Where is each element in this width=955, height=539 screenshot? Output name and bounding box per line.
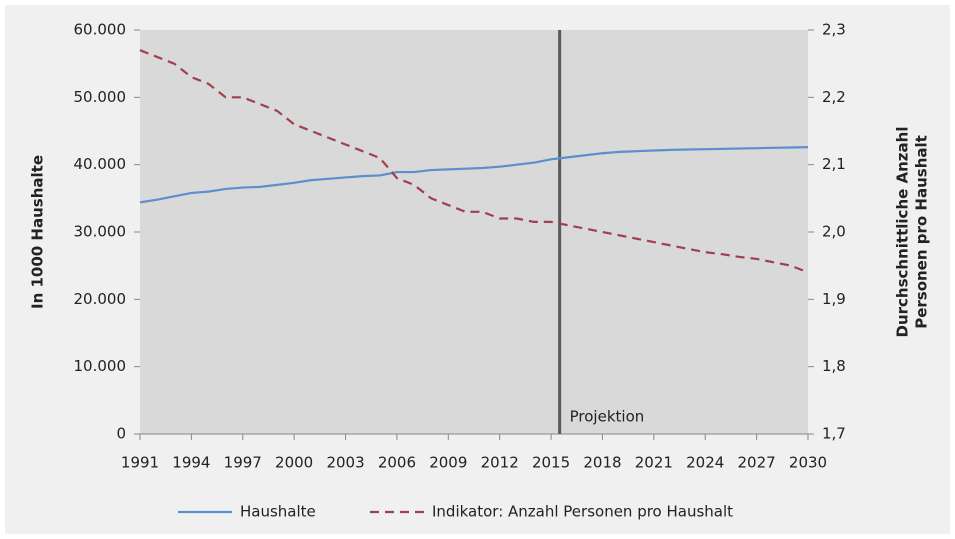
x-tick-label: 2024 bbox=[686, 454, 724, 472]
y2-axis-label: Personen pro Haushalt bbox=[913, 135, 931, 329]
x-tick-label: 2021 bbox=[635, 454, 673, 472]
y-tick-label: 60.000 bbox=[74, 21, 127, 39]
x-tick-label: 2027 bbox=[738, 454, 776, 472]
x-tick-label: 2006 bbox=[378, 454, 416, 472]
y2-tick-label: 2,0 bbox=[822, 223, 846, 241]
series-line bbox=[139, 146, 809, 204]
y2-axis-label: Durchschnittliche Anzahl bbox=[894, 127, 912, 338]
x-tick-label: 2015 bbox=[532, 454, 570, 472]
y2-tick-label: 1,7 bbox=[822, 425, 846, 443]
y-axis-label: In 1000 Haushalte bbox=[29, 155, 47, 309]
y2-tick-label: 2,2 bbox=[822, 88, 846, 106]
plot-area bbox=[140, 30, 808, 434]
x-tick-label: 2018 bbox=[583, 454, 621, 472]
y2-tick-label: 2,1 bbox=[822, 155, 846, 173]
x-tick-label: 2012 bbox=[481, 454, 519, 472]
y-tick-label: 50.000 bbox=[74, 88, 127, 106]
y2-tick-label: 1,9 bbox=[822, 290, 846, 308]
y-tick-label: 30.000 bbox=[74, 223, 127, 241]
y-tick-label: 20.000 bbox=[74, 290, 127, 308]
y2-tick-label: 1,8 bbox=[822, 357, 846, 375]
legend-label: Haushalte bbox=[240, 503, 316, 521]
x-tick-label: 2003 bbox=[326, 454, 364, 472]
series-line bbox=[139, 49, 809, 274]
annotation: Projektion bbox=[570, 408, 645, 426]
x-tick-label: 1991 bbox=[121, 454, 159, 472]
x-tick-label: 2000 bbox=[275, 454, 313, 472]
y-tick-label: 0 bbox=[116, 425, 126, 443]
x-tick-label: 2009 bbox=[429, 454, 467, 472]
x-tick-label: 1994 bbox=[172, 454, 210, 472]
y2-tick-label: 2,3 bbox=[822, 21, 846, 39]
y-tick-label: 40.000 bbox=[74, 155, 127, 173]
x-tick-label: 2030 bbox=[789, 454, 827, 472]
y-tick-label: 10.000 bbox=[74, 357, 127, 375]
legend-label: Indikator: Anzahl Personen pro Haushalt bbox=[432, 503, 733, 521]
x-tick-label: 1997 bbox=[224, 454, 262, 472]
